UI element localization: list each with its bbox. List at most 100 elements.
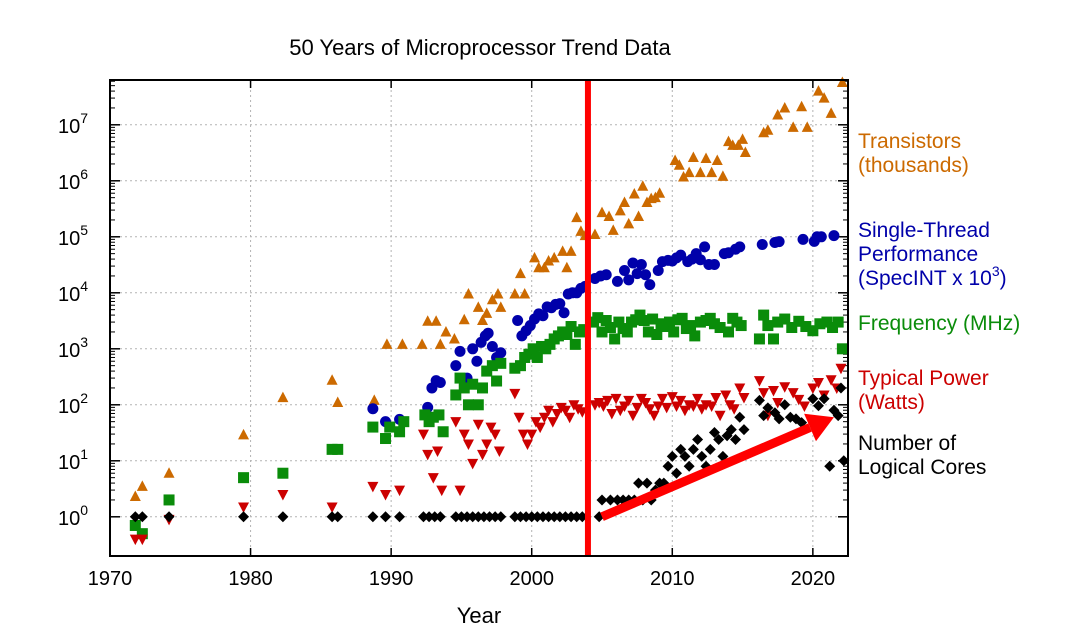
typical-power-watts-point <box>462 439 474 450</box>
typical-power-watts-point <box>714 410 726 422</box>
y-tick-label: 102 <box>58 390 88 418</box>
typical-power-watts-point <box>656 393 668 405</box>
x-axis-label: Year <box>457 603 501 628</box>
frequency-mhz-point <box>332 443 344 455</box>
single-thread-performance-specint-x-10-3-point <box>554 298 566 310</box>
transistors-thousands-point <box>557 245 569 256</box>
transistors-thousands-point <box>136 480 148 491</box>
transistors-thousands-point <box>603 210 615 222</box>
typical-power-watts-point <box>530 417 542 428</box>
number-of-logical-cores-point <box>429 511 441 523</box>
typical-power-watts-point <box>380 490 392 501</box>
frequency-mhz-point <box>437 426 449 438</box>
transistors-thousands-point <box>700 152 712 164</box>
frequency-mhz-point <box>676 312 688 324</box>
number-of-logical-cores-point <box>548 511 560 523</box>
transistors-thousands-point <box>687 151 699 163</box>
single-thread-performance-specint-x-10-3-label: Single-Thread Performance (SpecINT x 103) <box>858 219 1007 290</box>
typical-power-watts-point <box>517 429 529 441</box>
number-of-logical-cores-point <box>604 494 616 506</box>
frequency-mhz-point <box>753 333 765 345</box>
frequency-mhz-point <box>821 316 833 328</box>
number-of-logical-cores-point <box>696 450 708 462</box>
transistors-thousands-point <box>543 254 555 266</box>
number-of-logical-cores-point <box>633 477 645 489</box>
number-of-logical-cores-point <box>565 511 577 523</box>
frequency-mhz-point <box>793 315 805 327</box>
frequency-mhz-point <box>613 316 625 328</box>
single-thread-performance-specint-x-10-3-point <box>828 230 840 242</box>
y-tick-label: 101 <box>58 446 88 474</box>
transistors-thousands-point <box>440 325 452 337</box>
frequency-mhz-point <box>277 467 289 479</box>
typical-power-watts-point <box>521 439 533 450</box>
axis-ticks: 1970 1980 1990 2000 2010 2020 100 101 102 103 104 1… <box>58 80 848 590</box>
typical-power-watts-point <box>432 446 444 457</box>
typical-power-watts-point <box>526 429 538 441</box>
number-of-logical-cores-point <box>380 511 392 523</box>
frequency-mhz-point <box>689 330 701 342</box>
typical-power-watts-point <box>728 404 740 415</box>
typical-power-watts-point <box>489 429 501 441</box>
transistors-thousands-point <box>430 315 442 326</box>
frequency-mhz-point <box>647 313 659 325</box>
frequency-mhz-point <box>454 372 466 384</box>
frequency-mhz-point <box>481 365 493 377</box>
typical-power-watts-point <box>367 481 379 493</box>
number-of-logical-cores-point <box>461 511 473 523</box>
single-thread-performance-specint-x-10-3-point <box>652 265 664 277</box>
frequency-mhz-point <box>694 316 706 328</box>
typical-power-watts-point <box>472 419 484 431</box>
typical-power-watts-label: Typical Power (Watts) <box>858 367 989 414</box>
typical-power-watts-point <box>564 412 576 424</box>
data-points <box>129 76 850 546</box>
typical-power-watts-point <box>277 490 289 501</box>
transistors-thousands-point <box>787 121 799 132</box>
number-of-logical-cores-point <box>531 511 543 523</box>
single-thread-performance-specint-x-10-3-point <box>467 343 479 355</box>
number-of-logical-cores-point <box>704 443 716 455</box>
typical-power-watts-point <box>417 429 429 441</box>
number-of-logical-cores-point <box>734 411 746 423</box>
transistors-thousands-point <box>368 394 380 405</box>
typical-power-watts-point <box>509 388 521 400</box>
typical-power-watts-point <box>606 408 618 420</box>
number-of-logical-cores-point <box>611 494 623 506</box>
typical-power-watts-point <box>734 383 746 394</box>
frequency-mhz-point <box>136 528 148 540</box>
typical-power-watts-point <box>753 376 765 387</box>
number-of-logical-cores-point <box>467 511 479 523</box>
typical-power-watts-point <box>692 393 704 405</box>
frequency-mhz-point <box>427 411 439 423</box>
transistors-thousands-point <box>628 188 640 199</box>
typical-power-watts-point <box>835 363 847 375</box>
number-of-logical-cores-point <box>692 434 704 446</box>
number-of-logical-cores-point <box>277 511 289 523</box>
typical-power-watts-point <box>706 401 718 413</box>
typical-power-watts-point <box>798 401 810 413</box>
frequency-mhz-point <box>380 433 392 445</box>
x-tick-label: 1990 <box>369 568 414 590</box>
frequency-mhz-point <box>651 329 663 341</box>
typical-power-watts-point <box>597 401 609 413</box>
frequency-mhz-point <box>398 416 410 428</box>
frequency-mhz-point <box>509 362 521 374</box>
number-of-logical-cores-point <box>526 511 538 523</box>
transistors-thousands-point <box>796 100 808 112</box>
frequency-mhz-point <box>609 333 621 345</box>
frequency-mhz-point <box>723 326 735 338</box>
transistors-thousands-point <box>571 211 583 223</box>
number-of-logical-cores-point <box>753 394 765 406</box>
typical-power-watts-point <box>623 395 635 407</box>
y-tick-label: 106 <box>58 166 88 194</box>
typical-power-watts-point <box>136 534 148 546</box>
frequency-mhz-point <box>832 316 844 328</box>
trend-arrow-head <box>804 413 834 442</box>
number-of-logical-cores-point <box>484 511 496 523</box>
transistors-thousands-point <box>673 159 685 170</box>
transistors-thousands-point <box>836 76 848 87</box>
typical-power-watts-point <box>551 408 563 420</box>
transistors-thousands-point <box>706 166 718 178</box>
transistors-thousands-point <box>596 206 608 218</box>
typical-power-watts-point <box>238 502 250 513</box>
